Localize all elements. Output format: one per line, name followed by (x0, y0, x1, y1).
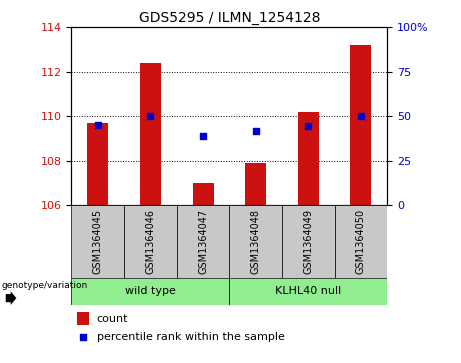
Title: GDS5295 / ILMN_1254128: GDS5295 / ILMN_1254128 (139, 11, 320, 25)
Bar (230, 278, 387, 305)
Bar (71, 278, 230, 305)
Text: GSM1364049: GSM1364049 (303, 209, 313, 274)
Text: GSM1364048: GSM1364048 (251, 209, 260, 274)
Bar (71, 205, 124, 278)
Text: percentile rank within the sample: percentile rank within the sample (97, 332, 284, 342)
Text: wild type: wild type (125, 286, 176, 296)
Text: GSM1364047: GSM1364047 (198, 209, 208, 274)
Bar (140, 63, 161, 205)
Bar (245, 163, 266, 205)
Bar (350, 45, 372, 205)
Point (79, 334, 87, 340)
Point (357, 113, 365, 119)
Text: GSM1364050: GSM1364050 (356, 209, 366, 274)
Bar (282, 205, 335, 278)
Bar (77, 312, 89, 325)
Text: GSM1364045: GSM1364045 (93, 209, 103, 274)
Text: genotype/variation: genotype/variation (1, 281, 88, 290)
Point (94, 122, 101, 128)
Text: count: count (97, 314, 128, 324)
Text: GSM1364046: GSM1364046 (145, 209, 155, 274)
FancyArrow shape (6, 291, 17, 305)
Point (305, 123, 312, 129)
Bar (177, 205, 229, 278)
Bar (230, 205, 282, 278)
Bar (298, 112, 319, 205)
Point (199, 133, 207, 139)
Point (147, 113, 154, 119)
Bar (87, 123, 108, 205)
Bar (124, 205, 177, 278)
Bar (193, 183, 213, 205)
Point (252, 128, 260, 134)
Bar (335, 205, 387, 278)
Text: KLHL40 null: KLHL40 null (275, 286, 342, 296)
